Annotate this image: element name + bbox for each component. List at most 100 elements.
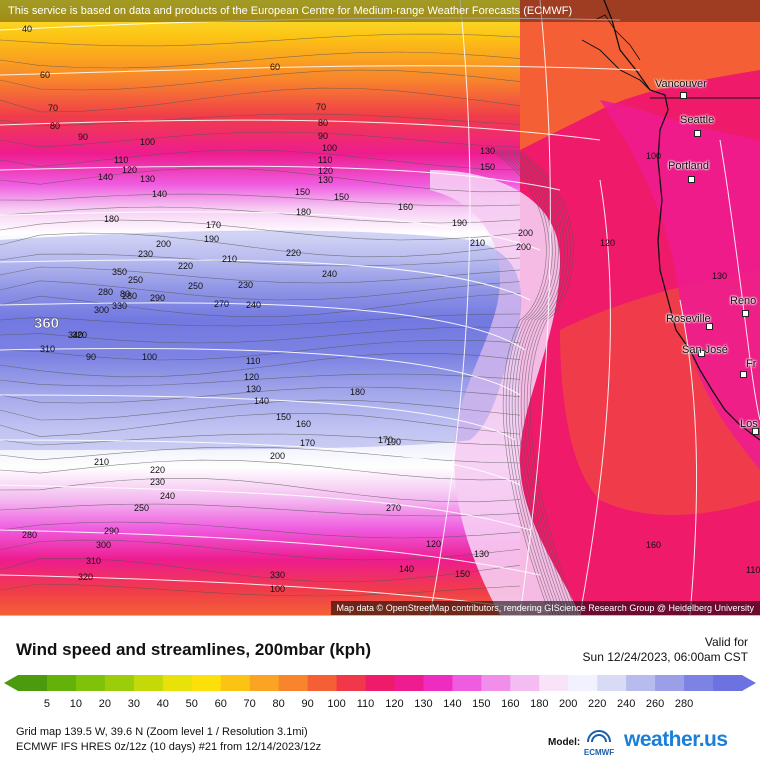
isotach-line [0,51,521,69]
color-swatch [307,675,338,691]
streamline [0,529,541,576]
city-dot [680,92,687,99]
isotach-line [495,149,557,615]
scale-tick-label: 60 [214,698,227,710]
contour-label: 100 [270,584,285,594]
city-dot [706,323,713,330]
contour-label: 120 [318,166,333,176]
city-dot [752,428,759,435]
contour-label: 200 [270,451,285,461]
isotach-line [489,149,551,615]
weather-us-logo[interactable]: weather.us [624,728,728,751]
contour-label: 150 [480,162,495,172]
weather-map[interactable]: 40 60 60 70 70 80 80 90 90 100 100 100 110 110 120 120 1… [0,0,760,615]
isotach-line [0,399,521,421]
contour-label: 120 [600,238,615,248]
streamline [0,17,621,31]
isotach-line [513,149,575,615]
contour-label: 120 [426,539,441,549]
isotach-line [0,219,521,241]
max-speed-label: 360 [34,315,59,332]
scale-tick-label: 110 [356,698,375,710]
contour-label: 290 [150,293,165,303]
city-dot [688,176,695,183]
contour-label: 100 [140,137,155,147]
map-attribution[interactable]: Map data © OpenStreetMap contributors, r… [330,601,760,615]
contour-label: 130 [140,174,155,184]
contour-label: 180 [296,207,311,217]
city-label[interactable]: Vancouver [655,78,707,90]
color-swatch [539,675,569,691]
contour-label: 110 [114,155,128,165]
contour-label: 190 [386,437,401,447]
contour-label: 160 [296,419,311,429]
isotach-line [0,339,521,361]
contour-label: 190 [204,234,219,244]
scale-arrow-right [742,675,756,691]
scale-tick-label: 240 [616,698,636,710]
contour-label: 130 [480,146,495,156]
scale-tick-label: 50 [185,698,198,710]
contour-label: 320 [78,572,93,582]
streamline [0,302,526,351]
color-swatch [452,675,482,691]
ecmwf-logo: ECMWF [584,730,614,757]
isotach-line [0,313,521,327]
contour-label: 130 [318,175,333,185]
contour-label: 230 [150,477,165,487]
city-label[interactable]: San José [682,344,728,356]
streamline [0,211,541,251]
city-label[interactable]: Portland [668,160,709,172]
contour-label: 100 [322,143,337,153]
contour-label: 150 [276,412,291,422]
contour-label: 200 [156,239,171,249]
contour-label: 150 [295,187,310,197]
isotach-line [0,433,521,446]
streamline [0,65,641,76]
contour-label: 110 [746,565,760,575]
city-label[interactable]: Reno [730,295,757,307]
color-swatch [278,675,309,691]
isotach-contours [0,33,578,615]
color-swatch [713,675,743,691]
contour-label: 90 [78,132,88,142]
contour-label: 200 [516,242,531,252]
contour-label: 120 [244,372,259,382]
contour-label: 180 [350,387,365,397]
contour-label: 270 [214,299,229,309]
streamline [719,139,760,421]
scale-tick-label: 180 [530,698,549,710]
isotach-line [492,149,554,615]
color-swatch [104,675,135,691]
contour-label: 140 [254,396,269,406]
isotach-line [0,69,521,91]
contour-label: 180 [104,214,119,224]
scale-tick-label: 10 [69,698,83,710]
contour-label: 220 [150,465,165,475]
city-label[interactable]: Roseville [666,313,711,325]
contour-label: 130 [474,549,489,559]
contour-label: 240 [246,300,261,310]
contour-label: 130 [246,384,261,394]
streamline [579,179,611,615]
color-swatch [481,675,511,691]
isotach-line [0,326,521,344]
isotach-line [498,149,560,615]
isotach-line [0,503,521,517]
city-label[interactable]: Fr [746,358,757,370]
contour-label: 160 [646,540,661,550]
contour-label: 290 [104,526,119,536]
isotach-line [0,206,521,224]
contour-label: 300 [94,305,109,315]
contour-label: 300 [96,540,111,550]
contour-label: 100 [646,151,661,161]
city-label[interactable]: Seattle [680,114,715,126]
isotach-line [0,521,521,539]
contour-label: 250 [128,275,143,285]
contour-label: 190 [452,218,467,228]
isotach-line [0,232,521,258]
city-label[interactable]: Los [740,418,758,430]
isotach-line [0,280,521,301]
isotach-line [0,539,521,561]
